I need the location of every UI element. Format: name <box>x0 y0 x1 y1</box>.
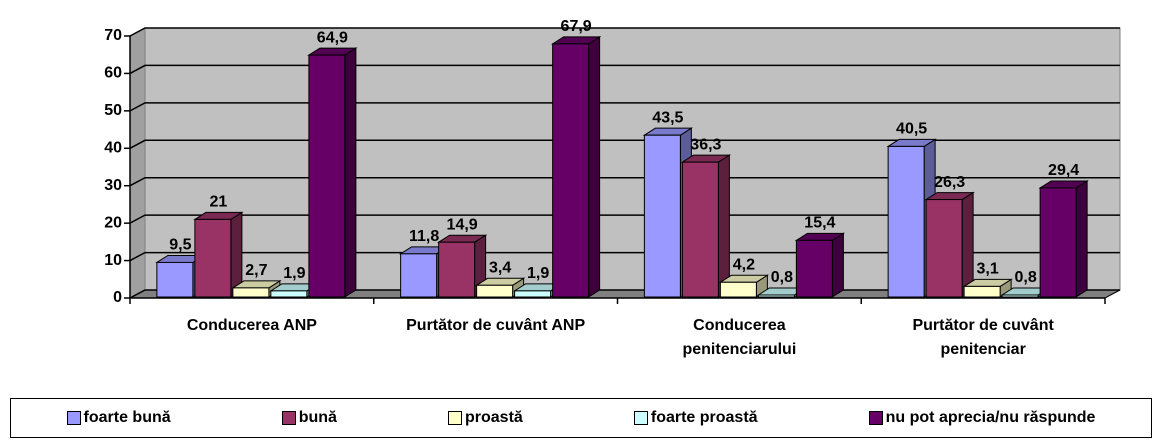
value-label: 11,8 <box>409 228 439 245</box>
bar-front <box>232 287 270 298</box>
legend-item: bună <box>281 409 337 427</box>
bar-front <box>552 43 590 298</box>
y-tick-label: 50 <box>104 102 122 119</box>
x-tick-label: Purtător de cuvânt ANP <box>406 317 586 334</box>
value-label: 26,3 <box>934 174 965 191</box>
y-tick-label: 0 <box>113 289 122 306</box>
bar-side <box>588 35 601 298</box>
grid-line <box>129 214 1120 224</box>
bar-front <box>514 290 552 298</box>
chart: 0 10 20 30 40 50 60 70 9,5 21 2,7 1,9 64,9 11,8 14,9 3,… <box>104 18 1121 306</box>
legend-swatch <box>448 411 462 425</box>
x-tick-label: Conducerea penitenciarului <box>682 317 797 358</box>
y-tick-label: 40 <box>104 140 122 157</box>
legend: foarte bună bună proastă foarte proastă nu p… <box>10 398 1152 438</box>
y-tick-label: 20 <box>104 214 122 231</box>
value-label: 43,5 <box>652 109 683 126</box>
bar-front <box>795 239 833 298</box>
legend-item: foarte bună <box>66 409 171 427</box>
bar-front <box>643 134 681 298</box>
legend-label: nu pot aprecia/nu răspunde <box>885 409 1096 426</box>
bar-front <box>400 253 438 298</box>
legend-item: proastă <box>448 409 523 427</box>
bar-front <box>887 145 925 298</box>
bar <box>1038 180 1089 298</box>
value-label: 36,3 <box>690 136 721 153</box>
bar-front <box>925 199 963 298</box>
bar <box>962 278 1013 298</box>
bar <box>794 232 846 298</box>
bar-side <box>831 232 844 298</box>
grid-line <box>129 139 1120 149</box>
bar-front <box>719 281 757 298</box>
bar <box>718 274 770 298</box>
grid-line <box>129 27 1120 37</box>
value-label: 64,9 <box>317 29 348 46</box>
value-label: 0,8 <box>1015 269 1037 286</box>
bar-front <box>681 161 719 298</box>
value-label: 4,2 <box>733 256 755 273</box>
legend-item: nu pot aprecia/nu răspunde <box>868 409 1096 427</box>
grid-line <box>129 64 1120 75</box>
bar-front <box>757 294 795 298</box>
bar-front <box>156 261 194 298</box>
bar-front <box>308 54 346 298</box>
bar-front <box>438 241 476 298</box>
value-label: 9,5 <box>169 237 191 254</box>
back-wall <box>144 27 1121 291</box>
bar <box>193 211 244 298</box>
legend-label: foarte proastă <box>650 409 758 426</box>
legend-label: bună <box>298 409 337 426</box>
bar-front <box>1039 187 1077 298</box>
value-label: 1,9 <box>283 265 305 282</box>
value-label: 0,8 <box>771 269 793 286</box>
y-tick-label: 70 <box>104 27 122 44</box>
x-tick-label: Purtător de cuvânt penitenciar <box>912 317 1054 358</box>
bar <box>474 277 526 298</box>
grid-line <box>129 251 1120 262</box>
value-label: 21 <box>209 194 227 211</box>
legend-swatch <box>868 411 883 425</box>
legend-swatch <box>633 411 648 425</box>
bar-front <box>194 218 232 298</box>
value-label: 1,9 <box>527 265 549 282</box>
bar <box>680 154 732 298</box>
value-label: 2,7 <box>245 262 267 279</box>
grid-line <box>129 176 1120 187</box>
y-tick-label: 30 <box>104 177 122 194</box>
bar-front <box>963 285 1001 298</box>
bar-side <box>344 47 357 298</box>
bar-front <box>270 290 308 298</box>
bar-side <box>1075 180 1088 298</box>
legend-swatch <box>281 411 296 425</box>
value-label: 3,4 <box>489 259 511 276</box>
value-label: 29,4 <box>1048 162 1079 179</box>
value-label: 14,9 <box>447 216 478 233</box>
x-tick-label: Conducerea ANP <box>186 317 317 334</box>
legend-label: foarte bună <box>83 409 171 426</box>
y-tick-label: 10 <box>104 252 122 269</box>
bar <box>307 47 358 298</box>
side-wall <box>129 27 146 299</box>
value-label: 3,1 <box>977 261 999 278</box>
bar-front <box>476 284 514 298</box>
bar <box>550 35 602 298</box>
value-label: 40,5 <box>896 121 927 138</box>
grid-line <box>129 102 1120 112</box>
legend-swatch <box>66 411 81 425</box>
value-label: 15,4 <box>804 215 835 232</box>
bar <box>924 191 975 298</box>
bar-side <box>717 154 730 298</box>
y-tick-label: 60 <box>104 65 122 82</box>
bar-front <box>1001 294 1039 298</box>
legend-label: proastă <box>465 409 523 426</box>
legend-item: foarte proastă <box>633 409 758 427</box>
value-label: 67,9 <box>561 18 592 35</box>
